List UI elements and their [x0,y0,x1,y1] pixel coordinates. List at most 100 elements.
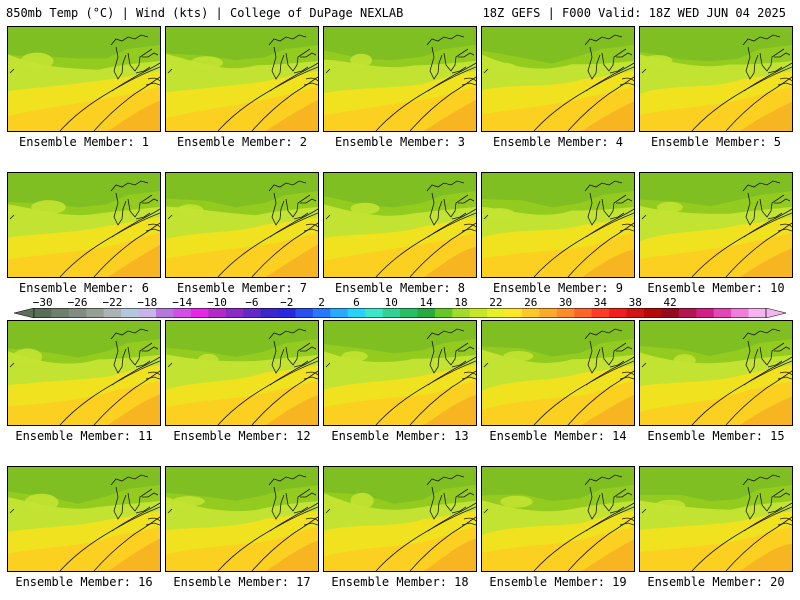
ensemble-map-panel [165,172,319,278]
colorbar-swatch [504,308,523,318]
ensemble-map-panel [7,172,161,278]
colorbar-swatch [138,308,157,318]
colorbar-swatch [34,308,52,318]
colorbar-tick-label: 6 [353,296,360,309]
ensemble-map-panel [481,320,635,426]
ensemble-member-label: Ensemble Member: 3 [334,135,466,149]
ensemble-member-label: Ensemble Member: 4 [492,135,624,149]
ensemble-member-label: Ensemble Member: 13 [331,429,469,443]
colorbar-swatch [330,308,349,318]
colorbar-swatch [661,308,680,318]
ensemble-member-label: Ensemble Member: 9 [492,281,624,295]
colorbar-low-arrow [14,308,35,318]
ensemble-map-panel [7,466,161,572]
colorbar-swatch [68,308,87,318]
ensemble-member-label: Ensemble Member: 2 [176,135,308,149]
ensemble-map-panel [639,466,793,572]
ensemble-map-panel [481,172,635,278]
colorbar-swatch [278,308,296,318]
ensemble-member-label: Ensemble Member: 11 [15,429,153,443]
colorbar-swatch [522,308,540,318]
colorbar-tick-label: 34 [593,296,608,309]
ensemble-map-panel [323,172,477,278]
colorbar-tick-label: 10 [384,296,398,309]
colorbar-tick-label: −2 [280,296,294,309]
colorbar-swatch [400,308,418,318]
colorbar-swatch [382,308,401,318]
colorbar-swatch [713,308,732,318]
colorbar-swatch [696,308,715,318]
colorbar-swatch [121,308,140,318]
colorbar-swatch [347,308,366,318]
colorbar-tick-label: −22 [102,296,123,309]
colorbar-tick-label: 26 [524,296,538,309]
colorbar-outline [33,308,767,318]
ensemble-member-label: Ensemble Member: 20 [647,575,785,589]
colorbar-tick-label: −30 [32,296,53,309]
colorbar-swatch [731,308,750,318]
colorbar-tick-label: 2 [318,296,325,309]
colorbar-swatch [644,308,662,318]
ensemble-map-panel [639,172,793,278]
colorbar-swatch [539,308,558,318]
colorbar-swatch [243,308,262,318]
ensemble-map-panel [481,26,635,132]
colorbar-swatch [487,308,506,318]
colorbar-tick-label: −6 [245,296,259,309]
colorbar-tick-label: 18 [454,296,468,309]
colorbar-swatch [626,308,645,318]
ensemble-member-label: Ensemble Member: 1 [18,135,150,149]
colorbar-tick-label: −10 [207,296,227,309]
ensemble-member-label: Ensemble Member: 5 [650,135,782,149]
ensemble-map-panel [165,26,319,132]
colorbar-swatch [173,308,192,318]
ensemble-member-label: Ensemble Member: 16 [15,575,153,589]
ensemble-member-label: Ensemble Member: 10 [647,281,785,295]
colorbar-swatch [312,308,331,318]
colorbar-swatch [609,308,628,318]
ensemble-member-label: Ensemble Member: 14 [489,429,627,443]
ensemble-map-panel [7,320,161,426]
ensemble-member-label: Ensemble Member: 18 [331,575,469,589]
ensemble-map-panel [639,320,793,426]
colorbar-tick-label: 30 [558,296,573,309]
model-run-info: 18Z GEFS | F000 Valid: 18Z WED JUN 04 20… [482,6,786,20]
ensemble-member-label: Ensemble Member: 7 [176,281,308,295]
colorbar-swatch [434,308,453,318]
colorbar-swatch [748,308,767,318]
page-title: 850mb Temp (°C) | Wind (kts) | College o… [6,6,404,20]
colorbar-swatch [591,308,610,318]
colorbar-swatch [678,308,697,318]
colorbar-swatch [103,308,122,318]
colorbar-tick-label: 42 [663,296,677,309]
colorbar-swatch [469,308,488,318]
colorbar-swatch [225,308,244,318]
ensemble-map-panel [323,466,477,572]
colorbar-tick-label: 14 [419,296,433,309]
colorbar-tick-label: −18 [137,296,158,309]
ensemble-map-panel [481,466,635,572]
colorbar-swatch [365,308,384,318]
ensemble-map-panel [323,26,477,132]
colorbar-swatch [574,308,593,318]
colorbar-swatch [260,308,279,318]
colorbar-swatch [190,308,209,318]
ensemble-map-panel [323,320,477,426]
ensemble-map-panel [639,26,793,132]
colorbar-swatch [556,308,575,318]
ensemble-member-label: Ensemble Member: 15 [647,429,785,443]
ensemble-member-label: Ensemble Member: 12 [173,429,311,443]
temperature-colorbar [14,308,786,318]
ensemble-member-label: Ensemble Member: 8 [334,281,466,295]
colorbar-tick-label: 22 [489,296,503,309]
colorbar-swatch [51,308,70,318]
ensemble-member-label: Ensemble Member: 6 [18,281,150,295]
ensemble-map-panel [165,466,319,572]
colorbar-swatch [295,308,314,318]
colorbar-high-arrow [765,308,786,318]
colorbar-tick-label: −14 [172,296,193,309]
colorbar-swatch [86,308,105,318]
ensemble-map-panel [7,26,161,132]
colorbar-tick-label: 38 [628,296,642,309]
ensemble-member-label: Ensemble Member: 19 [489,575,627,589]
